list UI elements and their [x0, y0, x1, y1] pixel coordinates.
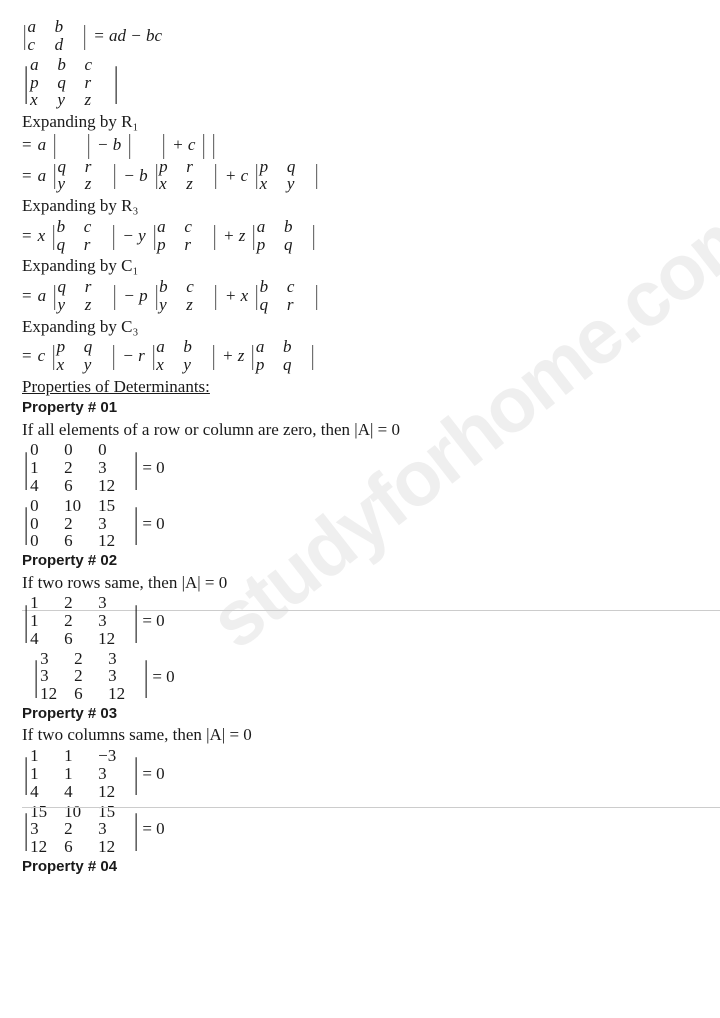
property-03-matrix-1: | 11−3 113 4412 | = 0 — [22, 747, 698, 801]
properties-heading: Properties of Determinants: — [22, 377, 698, 397]
property-03-text: If two columns same, then |A| = 0 — [22, 725, 698, 745]
det-2x2-line: | ab cd | = ad − bc — [22, 18, 698, 54]
property-02-title: Property # 02 — [22, 552, 698, 569]
property-02-text: If two rows same, then |A| = 0 — [22, 573, 698, 593]
expand-r3-full: = x |bcqr| − y |acpr| + z |abpq| — [22, 218, 698, 254]
det-3x3-block: | abc pqr xyz | — [22, 56, 698, 110]
expand-r1-label: Expanding by R₁ — [22, 112, 698, 132]
page-rule — [22, 610, 720, 611]
property-01-title: Property # 01 — [22, 399, 698, 416]
expand-c1-full: = a |qryz| − p |bcyz| + x |bcqr| — [22, 278, 698, 314]
property-02-matrix-1: | 123 123 4612 | = 0 — [22, 594, 698, 648]
property-04-title: Property # 04 — [22, 858, 698, 875]
page-rule-2 — [22, 807, 720, 808]
property-01-text: If all elements of a row or column are z… — [22, 420, 698, 440]
property-01-matrix-2: | 01015 023 0612 | = 0 — [22, 497, 698, 551]
expand-c3-full: = c |pqxy| − r |abxy| + z |abpq| — [22, 338, 698, 374]
property-03-title: Property # 03 — [22, 705, 698, 722]
expand-c1-label: Expanding by C₁ — [22, 256, 698, 276]
expand-r3-label: Expanding by R₃ — [22, 196, 698, 216]
property-03-matrix-2: | 151015 323 12612 | = 0 — [22, 803, 698, 857]
expand-r1-blank: = a || − b || + c || — [22, 134, 698, 156]
property-01-matrix-1: | 000 123 4612 | = 0 — [22, 441, 698, 495]
expand-r1-full: = a |qryz| − b |prxz| + c |pqxy| — [22, 158, 698, 194]
expand-c3-label: Expanding by C₃ — [22, 317, 698, 337]
property-02-matrix-2: | 323 323 12612 | = 0 — [32, 650, 698, 704]
det-2x2-rhs: = ad − bc — [93, 26, 162, 46]
